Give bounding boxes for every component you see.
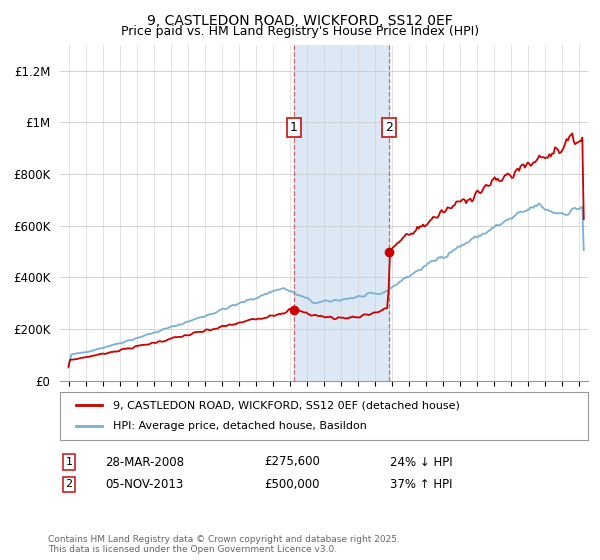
Text: 2: 2 [385, 121, 394, 134]
Text: Price paid vs. HM Land Registry's House Price Index (HPI): Price paid vs. HM Land Registry's House … [121, 25, 479, 38]
Text: 28-MAR-2008: 28-MAR-2008 [105, 455, 184, 469]
Text: Contains HM Land Registry data © Crown copyright and database right 2025.
This d: Contains HM Land Registry data © Crown c… [48, 535, 400, 554]
Text: 24% ↓ HPI: 24% ↓ HPI [390, 455, 452, 469]
Text: HPI: Average price, detached house, Basildon: HPI: Average price, detached house, Basi… [113, 421, 367, 431]
Text: 1: 1 [65, 457, 73, 467]
Bar [294, 45, 389, 381]
Text: 2: 2 [65, 479, 73, 489]
Text: £500,000: £500,000 [264, 478, 320, 491]
Text: 37% ↑ HPI: 37% ↑ HPI [390, 478, 452, 491]
Text: 9, CASTLEDON ROAD, WICKFORD, SS12 0EF: 9, CASTLEDON ROAD, WICKFORD, SS12 0EF [147, 14, 453, 28]
Text: 05-NOV-2013: 05-NOV-2013 [105, 478, 183, 491]
Text: 9, CASTLEDON ROAD, WICKFORD, SS12 0EF (detached house): 9, CASTLEDON ROAD, WICKFORD, SS12 0EF (d… [113, 400, 460, 410]
Text: £275,600: £275,600 [264, 455, 320, 469]
Text: 1: 1 [290, 121, 298, 134]
